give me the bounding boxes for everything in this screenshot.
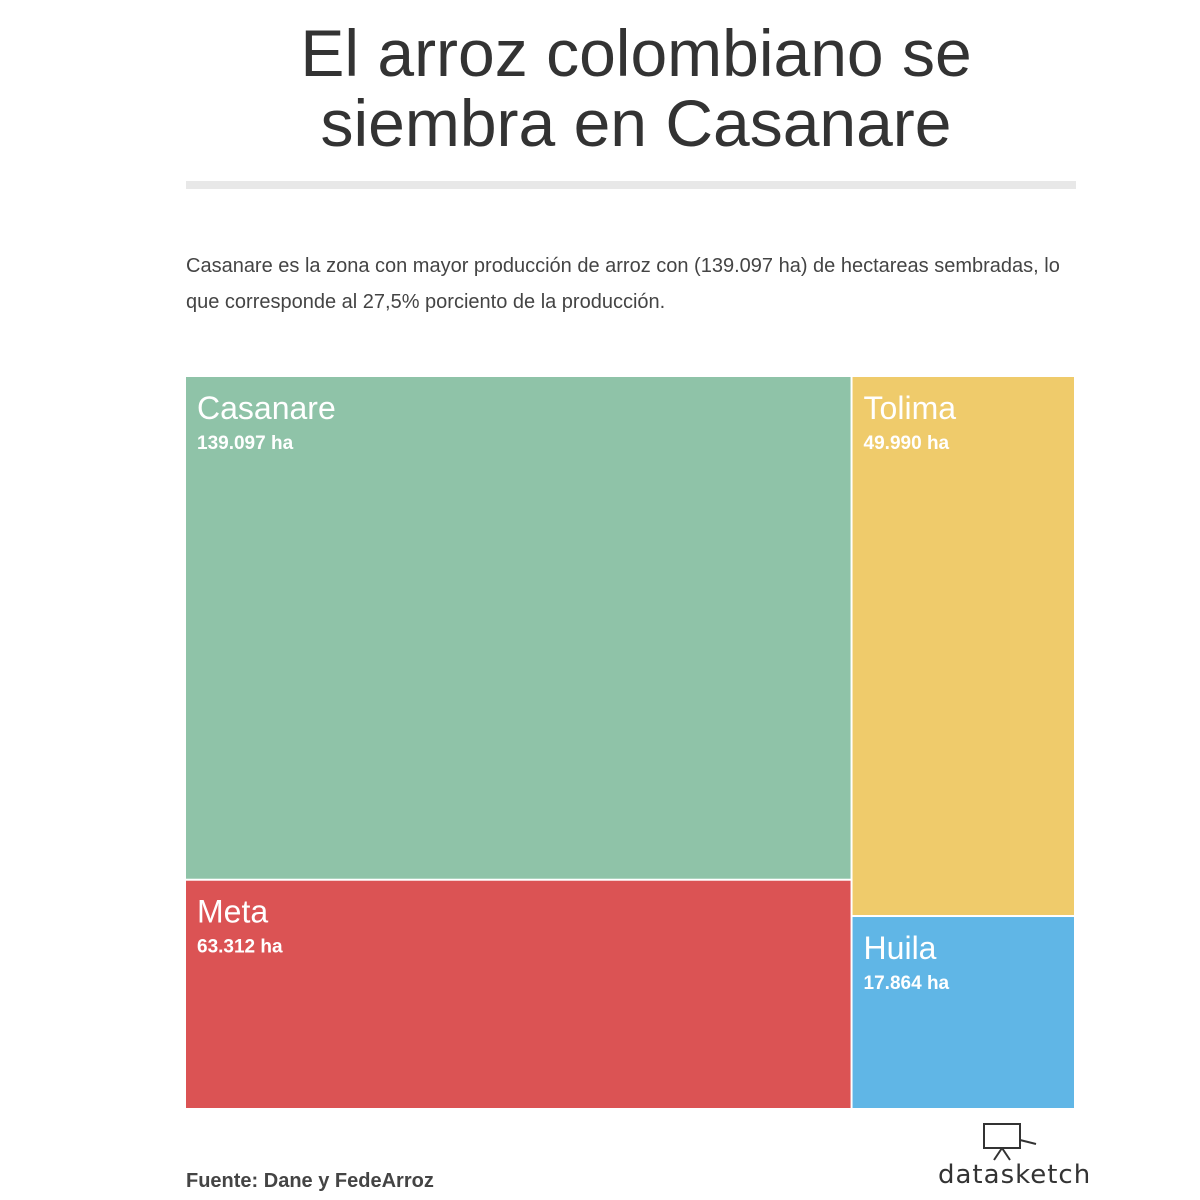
subtitle: Casanare es la zona con mayor producción… [186, 255, 1060, 313]
chart-title: El arroz colombiano se siembra en Casana… [300, 16, 972, 160]
tile-value: 49.990 ha [864, 433, 950, 454]
tile-label: Huila [864, 930, 937, 966]
tile-value: 63.312 ha [197, 937, 283, 958]
tile [852, 917, 1074, 1108]
divider [186, 181, 1076, 189]
tile [186, 880, 851, 1108]
logo: datasketch [938, 1160, 1092, 1190]
tile [186, 377, 851, 879]
source: Fuente: Dane y FedeArroz [186, 1170, 434, 1192]
tile-value: 17.864 ha [864, 973, 950, 994]
tile-value: 139.097 ha [197, 433, 294, 454]
tile-label: Casanare [197, 390, 336, 426]
tile-label: Tolima [864, 390, 957, 426]
tile [852, 377, 1074, 916]
logo-icon [983, 1123, 1037, 1161]
tile-label: Meta [197, 894, 268, 930]
